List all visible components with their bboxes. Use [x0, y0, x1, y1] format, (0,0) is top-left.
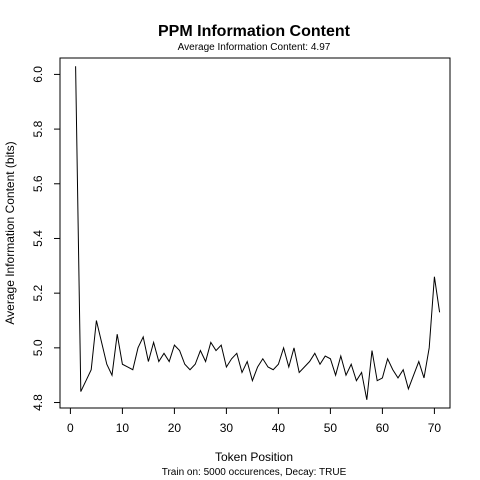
x-tick-label: 10: [116, 421, 130, 435]
y-tick-label: 5.6: [31, 175, 45, 192]
y-tick-label: 5.2: [31, 284, 45, 301]
x-tick-label: 0: [67, 421, 74, 435]
chart-footnote: Train on: 5000 occurences, Decay: TRUE: [162, 467, 347, 478]
y-tick-label: 4.8: [31, 394, 45, 411]
y-tick-label: 6.0: [31, 66, 45, 83]
chart-title: PPM Information Content: [158, 23, 351, 40]
y-tick-label: 5.8: [31, 120, 45, 137]
plot-frame: [59, 57, 451, 409]
x-tick-label: 20: [168, 421, 182, 435]
x-tick-label: 70: [428, 421, 442, 435]
x-tick-label: 40: [272, 421, 286, 435]
y-axis-label: Average Information Content (bits): [3, 141, 17, 324]
y-tick-label: 5.0: [31, 339, 45, 356]
chart-subtitle: Average Information Content: 4.97: [178, 42, 331, 53]
x-axis: 0 10 20 30 40 50 60 70: [67, 407, 442, 435]
x-tick-label: 30: [220, 421, 234, 435]
x-axis-label: Token Position: [215, 450, 293, 464]
x-tick-label: 60: [376, 421, 390, 435]
y-axis: 4.8 5.0 5.2 5.4 5.6 5.8 6.0: [31, 66, 61, 411]
series-line: [75, 66, 441, 400]
x-tick-label: 50: [324, 421, 338, 435]
y-tick-label: 5.4: [31, 230, 45, 247]
